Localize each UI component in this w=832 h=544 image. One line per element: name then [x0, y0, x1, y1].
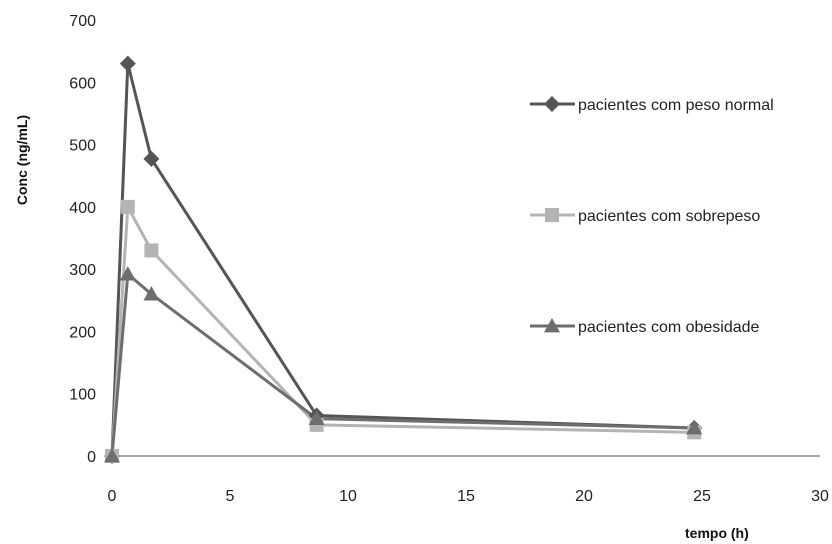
series-markers: [104, 55, 703, 464]
y-axis-title: Conc (ng/mL): [14, 115, 30, 205]
series-line-0: [110, 62, 695, 457]
data-point-series-1: [120, 199, 135, 214]
x-tick-label: 10: [339, 488, 357, 505]
legend: pacientes com peso normal pacientes com s…: [530, 96, 774, 336]
x-tick-label: 20: [575, 488, 593, 505]
x-tick-label: 5: [226, 488, 235, 505]
legend-label-2: pacientes com obesidade: [578, 319, 760, 336]
x-tick-label: 30: [811, 488, 829, 505]
x-tick-labels: 0 5 10 15 20 25 30: [108, 488, 829, 505]
data-point-series-0: [119, 55, 136, 72]
y-tick-labels: 0 100 200 300 400 500 600 700: [69, 13, 96, 466]
data-point-series-2: [686, 419, 703, 435]
x-tick-label: 15: [457, 488, 475, 505]
legend-marker-2: [544, 318, 560, 333]
data-point-series-2: [104, 448, 120, 463]
y-tick-label: 500: [69, 138, 96, 155]
y-tick-label: 200: [69, 324, 96, 341]
legend-label-0: pacientes com peso normal: [578, 97, 774, 114]
x-axis-title: tempo (h): [685, 525, 749, 541]
y-tick-label: 100: [69, 387, 96, 404]
data-point-series-2: [308, 410, 325, 426]
data-point-series-1: [144, 243, 159, 258]
y-tick-label: 700: [69, 13, 96, 30]
y-tick-label: 300: [69, 262, 96, 279]
data-point-series-2: [119, 266, 136, 281]
legend-label-1: pacientes com sobrepeso: [578, 208, 760, 225]
y-tick-label: 600: [69, 75, 96, 92]
data-point-series-0: [143, 150, 160, 167]
y-tick-label: 0: [87, 449, 96, 466]
legend-marker-0: [544, 96, 560, 112]
x-tick-label: 25: [693, 488, 711, 505]
legend-marker-1: [545, 208, 559, 222]
data-point-series-2: [143, 286, 160, 301]
y-tick-label: 400: [69, 200, 96, 217]
series-lines: [110, 62, 695, 457]
x-tick-label: 0: [108, 488, 117, 505]
